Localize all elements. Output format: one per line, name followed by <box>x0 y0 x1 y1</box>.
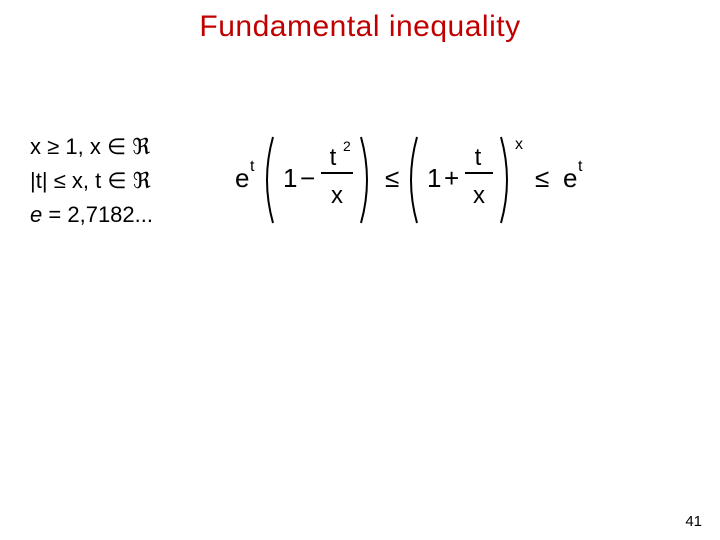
real-set: ℜ <box>132 134 150 159</box>
t-var-2: t <box>95 168 101 193</box>
in-sym: ∈ <box>107 168 126 193</box>
eq-sym: = <box>48 202 61 227</box>
den-x-mid: x <box>473 182 485 209</box>
comma: , <box>78 134 84 159</box>
rparen-2 <box>501 137 507 223</box>
one-mid: 1 <box>427 163 441 193</box>
one: 1 <box>65 134 77 159</box>
num-t: t <box>330 144 337 171</box>
e-base-left: e <box>235 163 249 193</box>
num-t-mid: t <box>475 144 482 171</box>
condition-row-1: x ≥ 1, x ∈ ℜ <box>30 130 153 164</box>
den-x-left: x <box>331 182 343 209</box>
e-value: 2,7182... <box>67 202 153 227</box>
real-set: ℜ <box>133 168 151 193</box>
lparen-1 <box>267 137 273 223</box>
e-const: e <box>30 202 42 227</box>
num-t-exp: 2 <box>343 138 351 154</box>
minus: − <box>300 163 315 193</box>
page-title: Fundamental inequality <box>0 10 720 44</box>
outer-exp-x: x <box>515 136 523 153</box>
ge-sym: ≥ <box>47 134 59 159</box>
in-sym: ∈ <box>107 134 126 159</box>
inequality-expression: e t 1 − t 2 x ≤ 1 + t x x ≤ e t <box>235 125 705 240</box>
page-number: 41 <box>685 513 702 530</box>
one-left: 1 <box>283 163 297 193</box>
condition-row-3: e = 2,7182... <box>30 198 153 232</box>
e-exp-right: t <box>578 158 583 175</box>
title-text: Fundamental inequality <box>199 10 520 43</box>
comma: , <box>83 168 89 193</box>
abs-r: | <box>42 168 48 193</box>
e-base-right: e <box>563 163 577 193</box>
plus: + <box>444 163 459 193</box>
e-exp-left: t <box>250 158 255 175</box>
condition-row-2: |t| ≤ x, t ∈ ℜ <box>30 164 153 198</box>
rparen-1 <box>361 137 367 223</box>
le-2: ≤ <box>535 163 549 193</box>
x-var: x <box>30 134 41 159</box>
conditions-block: x ≥ 1, x ∈ ℜ |t| ≤ x, t ∈ ℜ e = 2,7182..… <box>30 130 153 232</box>
x-var: x <box>72 168 83 193</box>
lparen-2 <box>411 137 417 223</box>
page-number-value: 41 <box>685 513 702 530</box>
le-sym: ≤ <box>54 168 66 193</box>
le-1: ≤ <box>385 163 399 193</box>
x-var-2: x <box>90 134 101 159</box>
